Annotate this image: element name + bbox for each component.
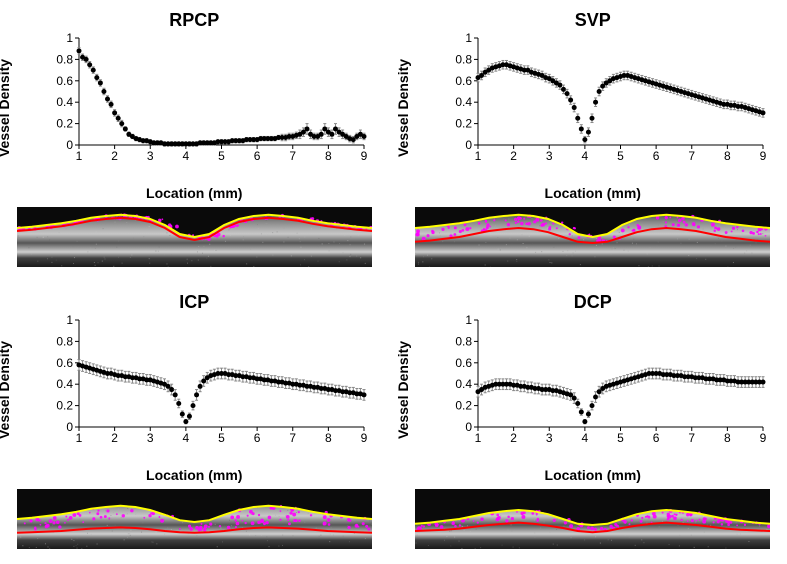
- svg-text:0.2: 0.2: [57, 399, 74, 413]
- y-axis-label: Vessel Density: [0, 341, 12, 439]
- chart-area: Vessel Density 00.20.40.60.81123456789: [14, 315, 374, 465]
- oct-bscan-dcp: [415, 489, 770, 549]
- svg-text:2: 2: [112, 149, 119, 163]
- svg-text:0.6: 0.6: [455, 356, 472, 370]
- svg-text:5: 5: [218, 431, 225, 445]
- svg-text:5: 5: [218, 149, 225, 163]
- svg-text:9: 9: [361, 149, 368, 163]
- svg-text:2: 2: [112, 431, 119, 445]
- svg-text:1: 1: [67, 315, 74, 327]
- oct-bscan-icp: [17, 489, 372, 549]
- svg-text:0.4: 0.4: [455, 95, 472, 109]
- svg-text:0.8: 0.8: [57, 334, 74, 348]
- scatter-plot-dcp: 0 0.2 0.4 0.6 0.8 1 1 2 3 4 5 6 7 8 9: [448, 315, 768, 445]
- svg-text:8: 8: [724, 431, 731, 445]
- svg-text:2: 2: [510, 149, 517, 163]
- svg-text:1: 1: [465, 315, 472, 327]
- svg-text:0: 0: [67, 138, 74, 152]
- svg-text:0.8: 0.8: [455, 334, 472, 348]
- svg-text:4: 4: [183, 431, 190, 445]
- svg-text:5: 5: [617, 149, 624, 163]
- svg-text:1: 1: [474, 149, 481, 163]
- svg-text:0.4: 0.4: [57, 95, 74, 109]
- panel-svp: SVP Vessel Density 00.20.40.60.811234567…: [409, 10, 778, 272]
- svg-text:7: 7: [688, 149, 695, 163]
- chart-area: Vessel Density 00.20.40.60.81123456789: [14, 33, 374, 183]
- svg-text:2: 2: [510, 431, 517, 445]
- scatter-plot-svp: 0 0.2 0.4 0.6 0.8 1 1 2 3 4 5 6 7 8 9: [448, 33, 768, 163]
- svg-text:0.6: 0.6: [57, 356, 74, 370]
- svg-text:0.6: 0.6: [455, 74, 472, 88]
- oct-bscan-rpcp: [17, 207, 372, 267]
- svg-text:4: 4: [183, 149, 190, 163]
- svg-text:0: 0: [465, 138, 472, 152]
- svg-text:8: 8: [325, 431, 332, 445]
- svg-text:6: 6: [653, 149, 660, 163]
- svg-text:4: 4: [581, 149, 588, 163]
- svg-text:1: 1: [76, 431, 83, 445]
- svg-text:3: 3: [546, 431, 553, 445]
- svg-text:8: 8: [325, 149, 332, 163]
- svg-text:0: 0: [67, 420, 74, 434]
- svg-text:7: 7: [290, 431, 297, 445]
- svg-text:7: 7: [290, 149, 297, 163]
- svg-text:6: 6: [653, 431, 660, 445]
- y-axis-label: Vessel Density: [395, 59, 411, 157]
- svg-text:1: 1: [465, 33, 472, 45]
- y-axis-label: Vessel Density: [0, 59, 12, 157]
- svg-text:3: 3: [147, 149, 154, 163]
- svg-text:0.8: 0.8: [455, 52, 472, 66]
- panel-title: DCP: [574, 292, 612, 313]
- panel-title: RPCP: [169, 10, 219, 31]
- svg-text:0.2: 0.2: [57, 117, 74, 131]
- svg-text:0: 0: [465, 420, 472, 434]
- panel-dcp: DCP Vessel Density 00.20.40.60.811234567…: [409, 292, 778, 554]
- svg-text:9: 9: [759, 149, 766, 163]
- svg-text:0.8: 0.8: [57, 52, 74, 66]
- panel-rpcp: RPCP Vessel Density 00.20.40.60.81123456…: [10, 10, 379, 272]
- x-axis-label: Location (mm): [146, 185, 242, 201]
- svg-text:0.2: 0.2: [455, 399, 472, 413]
- svg-text:3: 3: [546, 149, 553, 163]
- svg-text:5: 5: [617, 431, 624, 445]
- svg-text:1: 1: [67, 33, 74, 45]
- x-axis-label: Location (mm): [146, 467, 242, 483]
- svg-text:0.4: 0.4: [455, 377, 472, 391]
- svg-text:0.2: 0.2: [455, 117, 472, 131]
- svg-text:8: 8: [724, 149, 731, 163]
- panel-title: SVP: [575, 10, 611, 31]
- chart-area: Vessel Density 00.20.40.60.81123456789: [413, 315, 773, 465]
- x-axis-label: Location (mm): [545, 467, 641, 483]
- svg-text:0.4: 0.4: [57, 377, 74, 391]
- svg-text:9: 9: [759, 431, 766, 445]
- panel-title: ICP: [179, 292, 209, 313]
- panel-icp: ICP Vessel Density 00.20.40.60.811234567…: [10, 292, 379, 554]
- svg-text:3: 3: [147, 431, 154, 445]
- oct-bscan-svp: [415, 207, 770, 267]
- svg-text:4: 4: [581, 431, 588, 445]
- svg-text:7: 7: [688, 431, 695, 445]
- scatter-plot-rpcp: 0 0.2 0.4 0.6 0.8 1 1 2 3 4 5 6 7 8 9: [49, 33, 369, 163]
- scatter-plot-icp: 0 0.2 0.4 0.6 0.8 1 1 2 3 4 5 6 7 8 9: [49, 315, 369, 445]
- svg-text:0.6: 0.6: [57, 74, 74, 88]
- chart-area: Vessel Density 00.20.40.60.81123456789: [413, 33, 773, 183]
- svg-text:9: 9: [361, 431, 368, 445]
- figure-grid: RPCP Vessel Density 0 0.2 0.4 0.6 0.8 1 1 2 3 4 5 6…: [10, 10, 777, 554]
- x-axis-label: Location (mm): [545, 185, 641, 201]
- svg-text:6: 6: [254, 149, 261, 163]
- y-axis-label: Vessel Density: [395, 341, 411, 439]
- svg-text:1: 1: [474, 431, 481, 445]
- svg-text:6: 6: [254, 431, 261, 445]
- svg-text:1: 1: [76, 149, 83, 163]
